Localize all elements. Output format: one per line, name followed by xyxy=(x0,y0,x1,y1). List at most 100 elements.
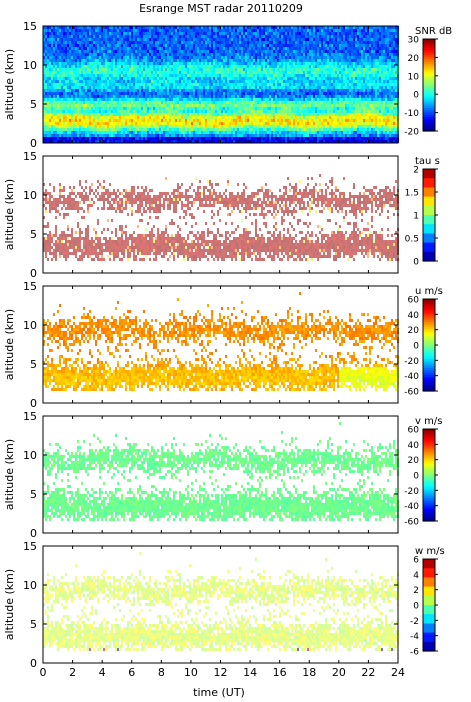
colorbar-tick-label: 0 xyxy=(413,91,419,101)
colorbar-segment xyxy=(423,445,435,448)
colorbar-frame xyxy=(422,38,436,132)
colorbar-tick-label: 1 xyxy=(413,212,419,222)
colorbar-segment xyxy=(423,449,435,453)
colorbar-segment xyxy=(423,354,435,358)
data-cells-snr xyxy=(43,26,399,143)
colorbar-segment xyxy=(423,435,435,439)
x-tick-label: 4 xyxy=(99,666,106,679)
colorbar-segment xyxy=(423,641,435,652)
colorbar-segment xyxy=(423,333,435,337)
colorbar-segment xyxy=(423,64,435,68)
colorbar-tick-label: 4 xyxy=(413,571,419,581)
colorbar-segment xyxy=(423,315,435,318)
y-tick-label: 5 xyxy=(30,228,37,241)
y-tick-label: 5 xyxy=(30,618,37,631)
colorbar-segment xyxy=(423,169,435,179)
colorbar-segment xyxy=(423,495,435,499)
colorbar-tick-label: 60 xyxy=(408,426,420,436)
y-axis-label: altitude (km) xyxy=(3,569,16,640)
colorbar-segment xyxy=(423,477,435,481)
colorbar-label: SNR dB xyxy=(415,26,452,37)
colorbar-segment xyxy=(423,66,435,70)
colorbar-segment xyxy=(423,75,435,79)
colorbar-segment xyxy=(423,112,435,116)
colorbar-tick-label: -60 xyxy=(404,388,419,398)
x-tick-label: 18 xyxy=(302,666,316,679)
colorbar-segment xyxy=(423,586,435,597)
colorbar-segment xyxy=(423,301,435,305)
colorbar-segment xyxy=(423,614,435,624)
colorbar-segment xyxy=(423,251,435,262)
colorbar-segment xyxy=(423,50,435,54)
x-tick-label: 0 xyxy=(40,666,47,679)
x-tick-label: 8 xyxy=(158,666,165,679)
colorbar-segment xyxy=(423,372,435,376)
colorbar-tick-label: 30 xyxy=(408,36,420,46)
colorbar-segment xyxy=(423,335,435,339)
colorbar-segment xyxy=(423,514,435,517)
colorbar-tick-label: 0 xyxy=(413,342,419,352)
colorbar-segment xyxy=(423,481,435,485)
colorbar-segment xyxy=(423,632,435,643)
colorbar-segment xyxy=(423,39,435,42)
colorbar-segment xyxy=(423,347,435,351)
panel-u: 0 5 10 15 altitude (km) 60 40 20 0 -20 -40 -60 u m/s xyxy=(3,280,443,410)
colorbar-segment xyxy=(423,361,435,364)
colorbar-tick-label: 20 xyxy=(408,326,420,336)
colorbar-segment xyxy=(423,338,435,341)
colorbar-segment xyxy=(423,498,435,501)
colorbar-segment xyxy=(423,595,435,606)
panel-tau: 0 5 10 15 altitude (km) 2 1.5 1 0.5 0 tau s xyxy=(3,150,440,280)
colorbar-tick-label: -20 xyxy=(404,357,419,367)
colorbar-tick-label: -2 xyxy=(410,617,419,627)
figure-title: Esrange MST radar 20110209 xyxy=(139,2,303,15)
colorbar-segment xyxy=(423,328,435,332)
colorbar-segment xyxy=(423,568,435,578)
colorbar-segment xyxy=(423,386,435,390)
colorbar-tick-label: -40 xyxy=(404,502,419,512)
x-tick-label: 10 xyxy=(184,666,198,679)
colorbar-segment xyxy=(423,73,435,77)
colorbar-w: 6 4 2 0 -2 -4 -6 w m/s xyxy=(410,546,445,658)
colorbar-segment xyxy=(423,126,435,130)
colorbar-tick-label: -6 xyxy=(410,648,419,658)
y-tick-label: 0 xyxy=(30,527,37,540)
colorbar-tick-label: 2 xyxy=(413,166,419,176)
y-tick-label: 15 xyxy=(23,280,37,293)
colorbar-segment xyxy=(423,117,435,121)
y-axis-label: altitude (km) xyxy=(3,49,16,120)
y-tick-label: 10 xyxy=(23,319,37,332)
colorbar-segment xyxy=(423,105,435,109)
x-tick-label: 14 xyxy=(243,666,257,679)
colorbar-label: tau s xyxy=(415,156,440,167)
y-tick-label: 0 xyxy=(30,397,37,410)
colorbar-segment xyxy=(423,45,435,49)
colorbar-segment xyxy=(423,345,435,348)
colorbar-segment xyxy=(423,458,435,462)
colorbar-segment xyxy=(423,368,435,371)
colorbar-segment xyxy=(423,472,435,476)
colorbar-segment xyxy=(423,518,435,522)
colorbar-segment xyxy=(423,187,435,198)
colorbar-tick-label: -4 xyxy=(410,632,419,642)
colorbar-segment xyxy=(423,319,435,323)
colorbar-segment xyxy=(423,57,435,61)
x-axis-label: time (UT) xyxy=(193,686,245,699)
colorbar-segment xyxy=(423,452,435,455)
x-tick-label: 20 xyxy=(332,666,346,679)
y-tick-label: 5 xyxy=(30,488,37,501)
colorbar-segment xyxy=(423,358,435,362)
colorbar-segment xyxy=(423,324,435,328)
colorbar-segment xyxy=(423,308,435,312)
y-axis-label: altitude (km) xyxy=(3,309,16,380)
y-tick-label: 0 xyxy=(30,657,37,670)
y-tick-label: 5 xyxy=(30,358,37,371)
colorbar-segment xyxy=(423,80,435,84)
colorbar-segment xyxy=(423,577,435,588)
colorbar-segment xyxy=(423,454,435,458)
x-tick-label: 22 xyxy=(361,666,375,679)
y-tick-label: 15 xyxy=(23,20,37,33)
